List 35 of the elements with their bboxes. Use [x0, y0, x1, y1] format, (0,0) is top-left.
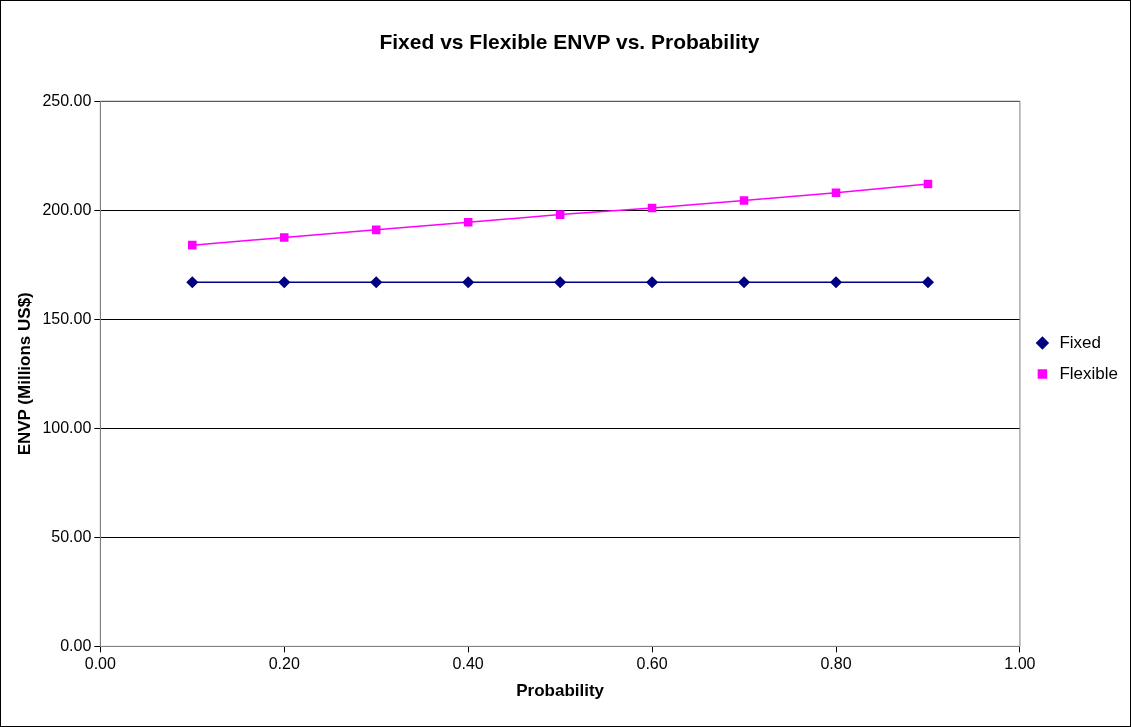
- point: [647, 203, 657, 213]
- point: [188, 240, 197, 250]
- point: [923, 179, 933, 189]
- point: [279, 233, 289, 242]
- y-axis-title: ENVP (Millions US$): [14, 292, 34, 456]
- point: [278, 276, 290, 288]
- point: [738, 276, 750, 288]
- y-tick-label: 0.00: [60, 636, 92, 654]
- point: [831, 188, 841, 198]
- x-axis-title: Probability: [516, 681, 605, 701]
- point: [555, 210, 565, 219]
- point: [922, 276, 934, 288]
- point: [186, 276, 199, 288]
- x-tick-label: 0.20: [268, 655, 300, 673]
- y-tick-label: 100.00: [42, 418, 92, 436]
- point: [646, 276, 658, 288]
- point: [554, 276, 566, 288]
- x-tick-label: 0.00: [84, 655, 117, 673]
- y-tick-label: 200.00: [42, 200, 92, 218]
- chart-title: Fixed vs Flexible ENVP vs. Probability: [379, 30, 760, 54]
- point: [739, 196, 749, 205]
- x-tick-label: 0.80: [820, 655, 852, 673]
- x-tick-label: 1.00: [1004, 655, 1036, 673]
- legend-label: Fixed: [1059, 332, 1101, 352]
- y-tick-label: 150.00: [42, 309, 92, 327]
- x-tick-label: 0.60: [636, 655, 668, 673]
- point: [370, 276, 382, 288]
- point: [462, 276, 474, 288]
- y-tick-label: 250.00: [42, 91, 92, 109]
- y-tick-label: 50.00: [51, 527, 92, 545]
- point: [830, 276, 842, 288]
- point: [371, 225, 381, 235]
- x-tick-label: 0.40: [452, 655, 484, 673]
- legend-label: Flexible: [1059, 363, 1119, 383]
- point: [463, 217, 473, 227]
